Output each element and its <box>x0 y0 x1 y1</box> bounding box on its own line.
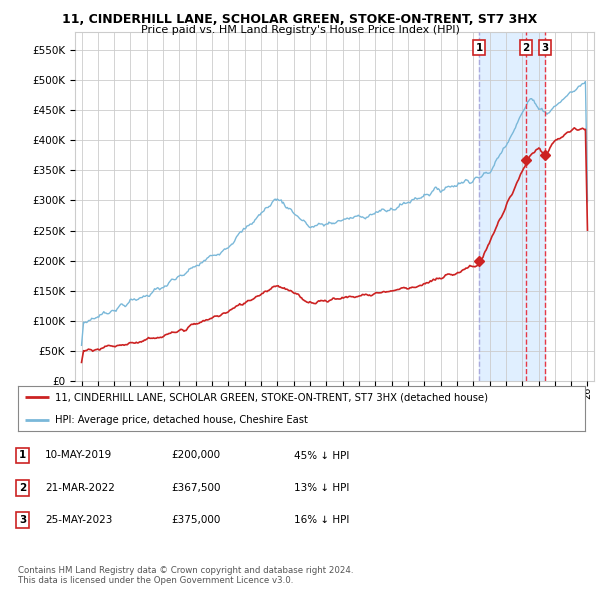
Text: 3: 3 <box>541 43 548 53</box>
Text: £375,000: £375,000 <box>171 516 220 525</box>
Text: £367,500: £367,500 <box>171 483 221 493</box>
Text: 45% ↓ HPI: 45% ↓ HPI <box>294 451 349 460</box>
Text: 1: 1 <box>475 43 483 53</box>
Text: £200,000: £200,000 <box>171 451 220 460</box>
Text: 2: 2 <box>19 483 26 493</box>
Text: Contains HM Land Registry data © Crown copyright and database right 2024.
This d: Contains HM Land Registry data © Crown c… <box>18 566 353 585</box>
Text: Price paid vs. HM Land Registry's House Price Index (HPI): Price paid vs. HM Land Registry's House … <box>140 25 460 35</box>
Text: 10-MAY-2019: 10-MAY-2019 <box>45 451 112 460</box>
Text: 11, CINDERHILL LANE, SCHOLAR GREEN, STOKE-ON-TRENT, ST7 3HX: 11, CINDERHILL LANE, SCHOLAR GREEN, STOK… <box>62 13 538 26</box>
Text: 11, CINDERHILL LANE, SCHOLAR GREEN, STOKE-ON-TRENT, ST7 3HX (detached house): 11, CINDERHILL LANE, SCHOLAR GREEN, STOK… <box>55 392 488 402</box>
Text: 25-MAY-2023: 25-MAY-2023 <box>45 516 112 525</box>
Text: HPI: Average price, detached house, Cheshire East: HPI: Average price, detached house, Ches… <box>55 415 308 425</box>
Text: 1: 1 <box>19 451 26 460</box>
Text: 3: 3 <box>19 516 26 525</box>
Text: 16% ↓ HPI: 16% ↓ HPI <box>294 516 349 525</box>
Text: 13% ↓ HPI: 13% ↓ HPI <box>294 483 349 493</box>
Text: 21-MAR-2022: 21-MAR-2022 <box>45 483 115 493</box>
Text: 2: 2 <box>522 43 529 53</box>
Bar <box>479 32 545 381</box>
